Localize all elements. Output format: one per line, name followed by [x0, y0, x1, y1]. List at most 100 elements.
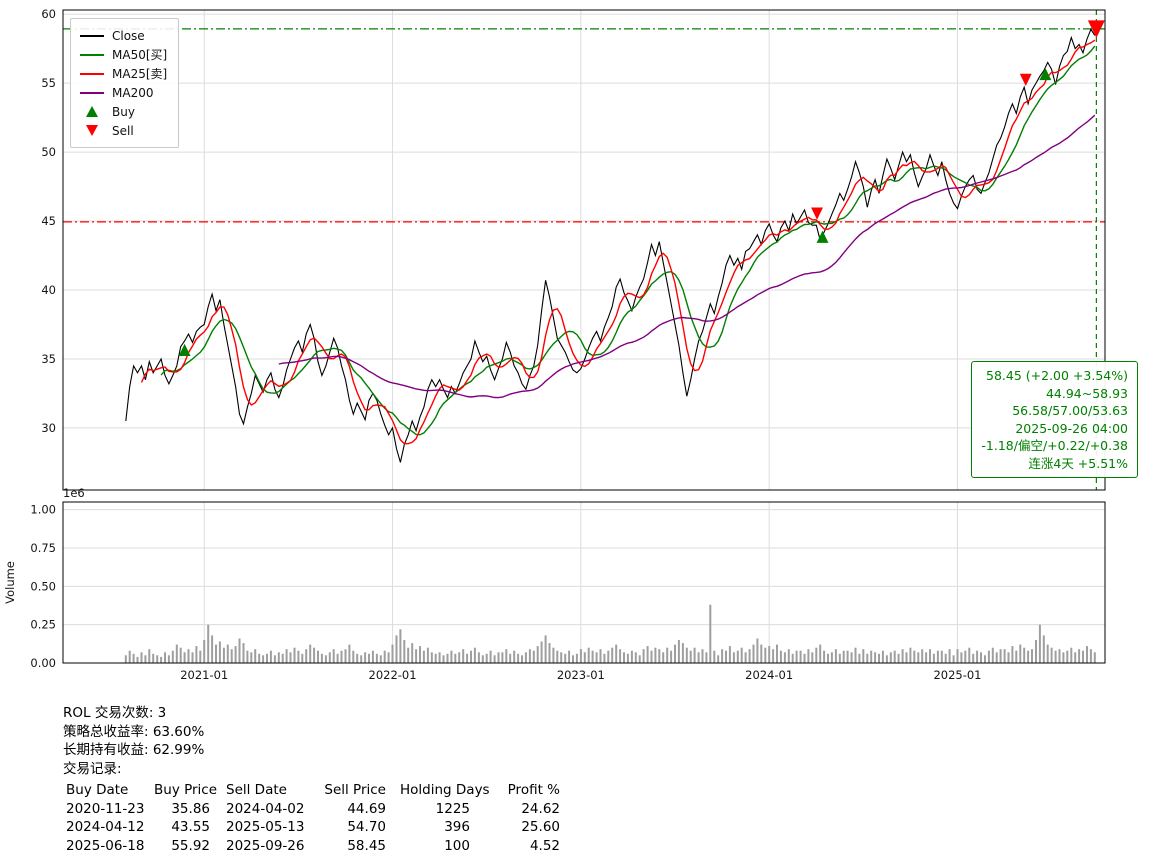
- svg-text:0.50: 0.50: [30, 579, 56, 593]
- buy-marker-icon: [1039, 67, 1052, 81]
- svg-text:2025-01: 2025-01: [933, 668, 981, 682]
- reference-lines: [63, 10, 1105, 490]
- sell-marker-icon: [1087, 20, 1105, 38]
- stat-trade-records-title: 交易记录:: [63, 760, 122, 777]
- legend-label: MA200: [112, 85, 154, 100]
- trade-record-row: 2025-06-18 55.92 2025-09-26 58.45 100 4.52: [66, 837, 572, 856]
- trade-cell: 396: [444, 819, 470, 835]
- legend-label: Close: [112, 28, 145, 43]
- ma25-line: [140, 39, 1096, 445]
- trade-cell: 1225: [435, 800, 470, 817]
- legend-item-ma50: MA50[买]: [80, 45, 167, 64]
- trade-cell: 54.70: [347, 819, 386, 835]
- legend-label: MA50[买]: [112, 48, 168, 62]
- trade-cell: 2025-05-13: [226, 819, 305, 835]
- buy-signal-markers: [178, 67, 1052, 356]
- trade-cell: 100: [444, 837, 470, 854]
- buy-triangle-icon: [80, 106, 104, 117]
- price-plot-border: [62, 9, 1106, 491]
- trade-column-header: Sell Date: [226, 782, 287, 798]
- svg-text:50: 50: [41, 145, 56, 159]
- annotation-date-line: 2025-09-26 04:00: [1015, 420, 1128, 436]
- trade-column-header: Profit %: [507, 782, 560, 798]
- annotation-streak-line: 连涨4天 +5.51%: [1028, 455, 1128, 471]
- legend-label: Buy: [112, 104, 135, 119]
- svg-text:40: 40: [41, 283, 56, 297]
- legend-item-sell: Sell: [80, 121, 167, 140]
- sell-triangle-icon: [80, 125, 104, 136]
- svg-text:1.00: 1.00: [30, 503, 56, 517]
- trade-record-row: 2020-11-23 35.86 2024-04-02 44.69 1225 24.62: [66, 800, 572, 819]
- price-axis-tick-labels: 30 35 40 45 50 55 60: [41, 7, 56, 435]
- trade-cell: 58.45: [347, 837, 386, 854]
- annotation-signal-line: -1.18/偏空/+0.22/+0.38: [981, 438, 1128, 453]
- volume-axis-title: Volume: [3, 561, 17, 604]
- sell-marker-icon: [1019, 73, 1032, 86]
- trade-cell: 35.86: [171, 800, 210, 817]
- strategy-summary: ROL 交易次数: 3 策略总收益率: 63.60% 长期持有收益: 62.99…: [63, 704, 204, 778]
- chart-legend: Close MA50[买] MA25[卖] MA200 Buy Sell: [70, 18, 180, 148]
- annotation-range-line: 44.94~58.93: [1045, 385, 1128, 401]
- svg-text:45: 45: [41, 214, 56, 228]
- volume-bars: [124, 604, 1096, 663]
- annotation-price-line: 58.45 (+2.00 +3.54%): [986, 368, 1128, 383]
- trade-records-table: Buy Date Buy Price Sell Date Sell Price Hold…: [66, 781, 572, 855]
- ma25-line-swatch-icon: [80, 72, 104, 75]
- trade-cell: 4.52: [529, 837, 560, 854]
- trade-cell: 2024-04-02: [226, 800, 305, 817]
- ma200-line-swatch-icon: [80, 91, 104, 94]
- trade-cell: 43.55: [171, 819, 210, 835]
- stat-trade-count: ROL 交易次数: 3: [63, 705, 167, 721]
- trade-column-header: Sell Price: [324, 782, 386, 798]
- annotation-ma-line: 56.58/57.00/53.63: [1012, 403, 1128, 418]
- legend-item-close: Close: [80, 26, 167, 45]
- price-grid: [63, 10, 1105, 490]
- svg-text:2024-01: 2024-01: [745, 668, 793, 682]
- trade-cell: 2025-06-18: [66, 837, 145, 854]
- close-line: [125, 28, 1096, 463]
- trade-cell: 55.92: [171, 837, 210, 854]
- x-axis-tick-labels: 2021-01 2022-01 2023-01 2024-01 2025-01: [180, 668, 981, 682]
- svg-text:55: 55: [41, 76, 56, 90]
- svg-text:60: 60: [41, 7, 56, 21]
- volume-axis-tick-labels: 0.00 0.25 0.50 0.75 1.00: [30, 503, 56, 670]
- price-volume-chart: 30 35 40 45 50 55 60 0.00 0.25 0.50 0.75 1.00 2021-0…: [3, 7, 1106, 682]
- sell-marker-icon: [811, 207, 823, 220]
- trade-cell: 2020-11-23: [66, 800, 145, 817]
- close-line-swatch-icon: [80, 34, 104, 37]
- trade-column-header: Buy Date: [66, 782, 129, 798]
- trade-record-row: 2024-04-12 43.55 2025-05-13 54.70 396 25.60: [66, 818, 572, 837]
- stat-strategy-return: 策略总收益率: 63.60%: [63, 723, 205, 740]
- trade-column-header: Buy Price: [154, 782, 218, 798]
- trade-cell: 25.60: [521, 819, 560, 835]
- legend-item-ma25: MA25[卖]: [80, 64, 167, 83]
- ma50-line-swatch-icon: [80, 53, 104, 56]
- stat-buyhold-return: 长期持有收益: 62.99%: [63, 742, 205, 758]
- svg-text:2021-01: 2021-01: [180, 668, 228, 682]
- volume-scale-label: 1e6: [63, 486, 85, 500]
- svg-text:30: 30: [41, 421, 56, 435]
- legend-label: Sell: [112, 123, 134, 138]
- svg-text:2022-01: 2022-01: [369, 668, 417, 682]
- latest-quote-annotation: 58.45 (+2.00 +3.54%) 44.94~58.93 56.58/5…: [971, 361, 1138, 478]
- svg-text:0.75: 0.75: [30, 541, 56, 555]
- legend-item-buy: Buy: [80, 102, 167, 121]
- buy-marker-icon: [178, 343, 191, 356]
- trade-table-header-row: Buy Date Buy Price Sell Date Sell Price Hold…: [66, 781, 572, 800]
- trade-cell: 2025-09-26: [226, 837, 305, 854]
- trade-cell: 44.69: [347, 800, 386, 817]
- svg-text:0.00: 0.00: [30, 656, 56, 670]
- buy-marker-icon: [816, 230, 829, 243]
- sell-signal-markers: [811, 20, 1105, 220]
- volume-plot-border: [62, 501, 1106, 664]
- volume-grid: [63, 502, 1105, 664]
- svg-text:2023-01: 2023-01: [557, 668, 605, 682]
- trade-cell: 24.62: [521, 800, 560, 817]
- trade-cell: 2024-04-12: [66, 819, 145, 835]
- trade-column-header: Holding Days: [400, 782, 490, 798]
- ma50-line: [160, 45, 1096, 436]
- svg-text:0.25: 0.25: [30, 618, 56, 632]
- legend-label: MA25[卖]: [112, 67, 168, 81]
- legend-item-ma200: MA200: [80, 83, 167, 102]
